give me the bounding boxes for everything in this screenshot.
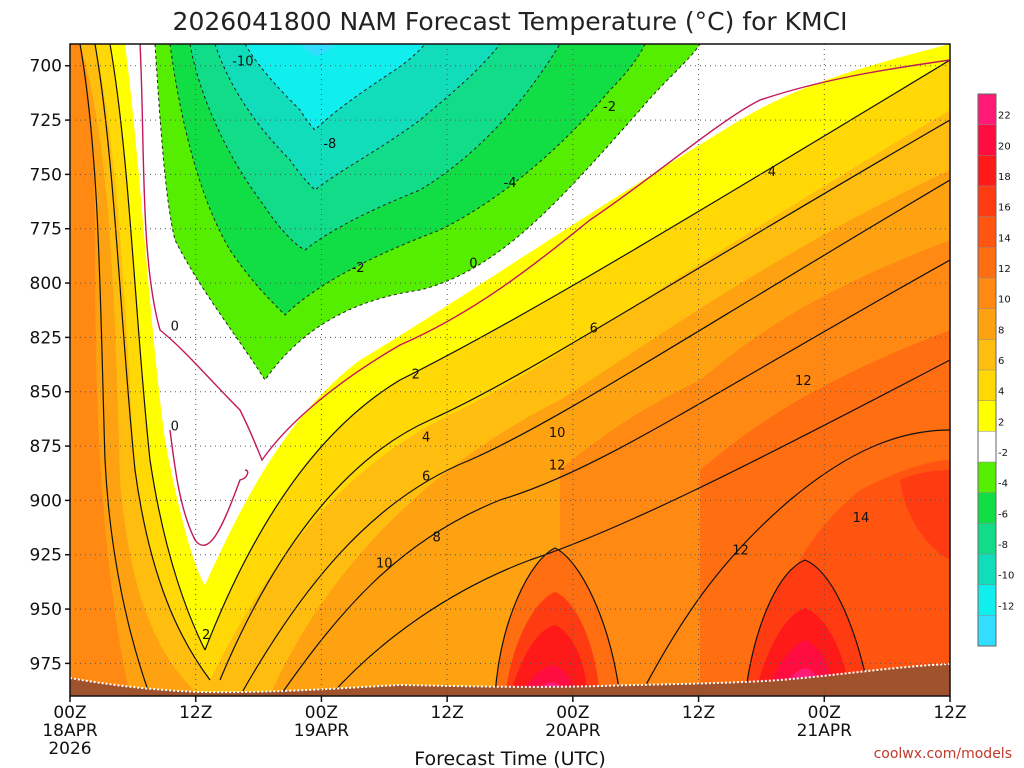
contour-label: 12	[549, 459, 566, 474]
colorbar-tick-label: -10	[998, 571, 1014, 582]
credit-text: coolwx.com/models	[874, 746, 1012, 762]
contour-label: -10	[232, 54, 253, 69]
contour-label: -2	[603, 100, 616, 115]
x-axis-label: Forecast Time (UTC)	[414, 748, 605, 768]
x-tick-date-label: 20APR	[545, 721, 601, 741]
colorbar-tick-label: 8	[998, 325, 1004, 336]
colorbar-tick-label: 4	[998, 387, 1004, 398]
x-tick-label: 00Z	[305, 703, 338, 723]
y-tick-label: 850	[30, 383, 62, 403]
colorbar-swatch	[978, 370, 996, 402]
colorbar-tick-label: -2	[998, 448, 1008, 459]
colorbar-swatch	[978, 94, 996, 126]
y-tick-label: 975	[30, 654, 62, 674]
colorbar-swatch	[978, 523, 996, 555]
plot-frame	[69, 43, 951, 697]
contour-label: 0	[171, 420, 179, 435]
colorbar-tick-label: 16	[998, 203, 1011, 214]
colorbar-swatch	[978, 278, 996, 310]
x-tick-label: 00Z	[53, 703, 86, 723]
colorbar-tick-label: 20	[998, 141, 1011, 152]
colorbar-swatch	[978, 247, 996, 279]
colorbar-tick-label: -8	[998, 540, 1008, 551]
x-tick-date-label: 18APR	[42, 721, 98, 741]
colorbar-tick-label: -12	[998, 601, 1014, 612]
contour-label: -8	[323, 137, 336, 152]
y-tick-label: 775	[30, 220, 62, 240]
x-tick-year-label: 2026	[48, 739, 91, 759]
colorbar-swatch	[978, 492, 996, 524]
contour-label: 10	[376, 556, 393, 571]
x-tick-date-label: 21APR	[797, 721, 853, 741]
x-tick-label: 12Z	[682, 703, 715, 723]
colorbar-swatch	[978, 554, 996, 586]
colorbar-swatch	[978, 308, 996, 340]
colorbar-swatch	[978, 155, 996, 187]
contour-label: 4	[768, 165, 776, 180]
x-tick-label: 00Z	[808, 703, 841, 723]
y-tick-label: 950	[30, 600, 62, 620]
plot-area	[70, 44, 950, 696]
contour-label: 6	[422, 469, 430, 484]
colorbar-swatch	[978, 216, 996, 248]
contour-label: 8	[433, 530, 441, 545]
contour-labels: -10 -8 -4 -2 -2 0 0 0 2 2 4 6 8 10 10 12 6 4 12 12 14	[171, 54, 870, 643]
colorbar-tick-label: -4	[998, 479, 1008, 490]
contour-label: -2	[352, 261, 365, 276]
contour-label: 2	[412, 367, 420, 382]
colorbar-tick-label: -6	[998, 509, 1008, 520]
contour-label: 14	[853, 511, 870, 526]
x-tick-label: 12Z	[933, 703, 966, 723]
colorbar-tick-label: 18	[998, 172, 1011, 183]
colorbar-swatch	[978, 431, 996, 463]
y-tick-label: 800	[30, 274, 62, 294]
colorbar-swatch	[978, 615, 996, 647]
y-tick-label: 725	[30, 111, 62, 131]
y-tick-label: 700	[30, 57, 62, 77]
contour-label: -4	[504, 176, 517, 191]
colorbar-swatch	[978, 124, 996, 156]
contour-label: 6	[590, 322, 598, 337]
colorbar-swatch	[978, 584, 996, 616]
contour-label: 10	[549, 426, 566, 441]
colorbar-tick-label: 12	[998, 264, 1011, 275]
contour-label: 0	[171, 320, 179, 335]
colorbar-tick-label: 10	[998, 295, 1011, 306]
colorbar-swatch	[978, 186, 996, 218]
contour-label: 2	[202, 628, 210, 643]
contour-label: 12	[795, 374, 812, 389]
y-tick-label: 925	[30, 546, 62, 566]
contour-label: 12	[732, 543, 749, 558]
y-tick-label: 825	[30, 328, 62, 348]
x-tick-label: 12Z	[431, 703, 464, 723]
y-tick-label: 875	[30, 437, 62, 457]
colorbar-swatch	[978, 339, 996, 371]
y-tick-label: 900	[30, 491, 62, 511]
x-tick-label: 12Z	[179, 703, 212, 723]
chart-title: 2026041800 NAM Forecast Temperature (°C)…	[173, 7, 848, 36]
colorbar-tick-label: 22	[998, 111, 1011, 122]
colorbar-swatch	[978, 400, 996, 432]
contour-label: 4	[422, 430, 430, 445]
colorbar: 22 20 18 16 14 12 10 8 6 4 2 -2 -4 -6 -8 -10 -12	[977, 93, 1014, 647]
colorbar-tick-label: 2	[998, 417, 1004, 428]
colorbar-tick-label: 6	[998, 356, 1004, 367]
grid-lines	[65, 44, 951, 702]
x-tick-label: 00Z	[556, 703, 589, 723]
y-tick-label: 750	[30, 165, 62, 185]
contour-label: 0	[469, 257, 477, 272]
colorbar-swatch	[978, 462, 996, 494]
y-axis-tick-labels: 700 725 750 775 800 825 850 875 900 925 950 975	[30, 57, 62, 675]
colorbar-tick-label: 14	[998, 233, 1011, 244]
x-tick-date-label: 19APR	[294, 721, 350, 741]
